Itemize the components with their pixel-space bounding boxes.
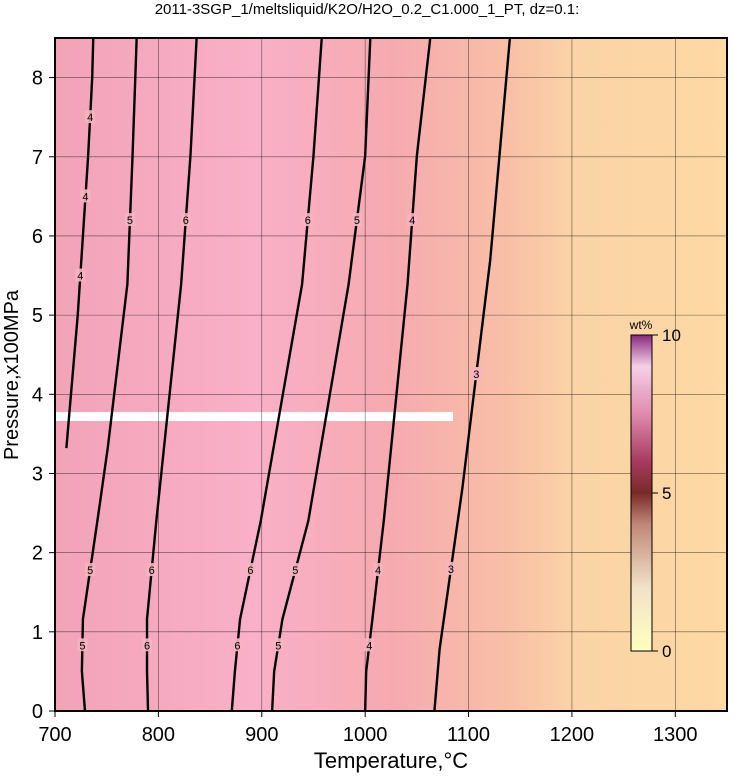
y-axis-label: Pressure,x100MPa — [1, 289, 23, 460]
contour-label: 6 — [234, 640, 240, 652]
colorbar — [630, 334, 653, 652]
contour-line — [230, 37, 323, 712]
contour-label: 5 — [127, 215, 133, 227]
contour-label-bg — [124, 213, 135, 227]
contour-label: 6 — [149, 565, 155, 577]
contour-line — [80, 37, 138, 712]
contour-label-bg — [85, 110, 96, 124]
contour-label-bg — [77, 638, 88, 652]
contour-label: 3 — [448, 564, 454, 576]
chart-title: 2011-3SGP_1/meltsliquid/K2O/H2O_0.2_C1.0… — [155, 1, 580, 18]
contour-label-bg — [351, 213, 362, 227]
y-tick-label: 6 — [32, 226, 43, 248]
contour-label-bg — [407, 213, 418, 227]
contour-label-bg — [142, 638, 153, 652]
x-axis-label: Temperature,°C — [314, 748, 468, 773]
y-tick-label: 5 — [32, 305, 43, 327]
colorbar-label: wt% — [629, 318, 653, 332]
y-tick-label: 4 — [32, 384, 43, 406]
contour-line — [270, 37, 372, 712]
contour-label: 4 — [82, 191, 88, 203]
y-tick-label: 3 — [32, 463, 43, 485]
contour-label-bg — [471, 367, 482, 381]
contour-label: 6 — [183, 215, 189, 227]
x-tick-label: 1300 — [653, 724, 698, 746]
contour-label-bg — [146, 563, 157, 577]
plot-frame — [54, 37, 728, 712]
contour-label-bg — [75, 268, 86, 282]
contour-label-bg — [180, 213, 191, 227]
contour-label: 4 — [366, 640, 372, 652]
contour-label-bg — [445, 561, 456, 575]
contour-line — [145, 37, 198, 712]
y-tick-label: 2 — [32, 543, 43, 565]
contour-label-bg — [232, 638, 243, 652]
field — [55, 38, 727, 711]
contour-label-bg — [302, 213, 313, 227]
colorbar-tick-label: 10 — [662, 326, 681, 345]
x-tick-label: 800 — [142, 724, 175, 746]
contour-label: 5 — [79, 640, 85, 652]
x-tick-label: 1100 — [447, 724, 490, 746]
x-tick-label: 900 — [245, 724, 278, 746]
contour-label-bg — [273, 638, 284, 652]
contour-label: 5 — [292, 565, 298, 577]
colorbar-tick-label: 5 — [662, 484, 671, 503]
x-tick-label: 1200 — [550, 724, 595, 746]
y-tick-label: 0 — [32, 701, 43, 723]
contour-label: 5 — [354, 215, 360, 227]
contour-line — [433, 37, 512, 712]
contour-label-bg — [80, 189, 91, 203]
contours: 444555666666555444333 — [65, 37, 512, 712]
contour-label-bg — [373, 563, 384, 577]
grid — [54, 38, 727, 712]
contour-label: 5 — [87, 565, 93, 577]
contour-label: 4 — [375, 565, 381, 577]
contour-label: 6 — [305, 215, 311, 227]
contour-label: 4 — [87, 112, 93, 124]
contour-label: 5 — [275, 640, 281, 652]
contour-label-bg — [290, 563, 301, 577]
contour-label-bg — [364, 638, 375, 652]
y-tick-label: 1 — [32, 622, 43, 644]
data-gap — [55, 412, 453, 421]
contour-label-bg — [85, 563, 96, 577]
x-tick-label: 1000 — [343, 724, 388, 746]
contour-line — [363, 37, 432, 712]
contour-label: 6 — [144, 640, 150, 652]
contour-label: 4 — [77, 271, 83, 283]
colorbar-tick-label: 0 — [662, 642, 671, 661]
y-tick-label: 8 — [32, 68, 43, 90]
contour-label-bg — [245, 563, 256, 577]
x-tick-label: 700 — [38, 724, 71, 746]
contour-label: 6 — [247, 565, 253, 577]
y-tick-label: 7 — [32, 147, 43, 169]
contour-label: 3 — [473, 369, 479, 381]
contour-label: 4 — [409, 215, 415, 227]
